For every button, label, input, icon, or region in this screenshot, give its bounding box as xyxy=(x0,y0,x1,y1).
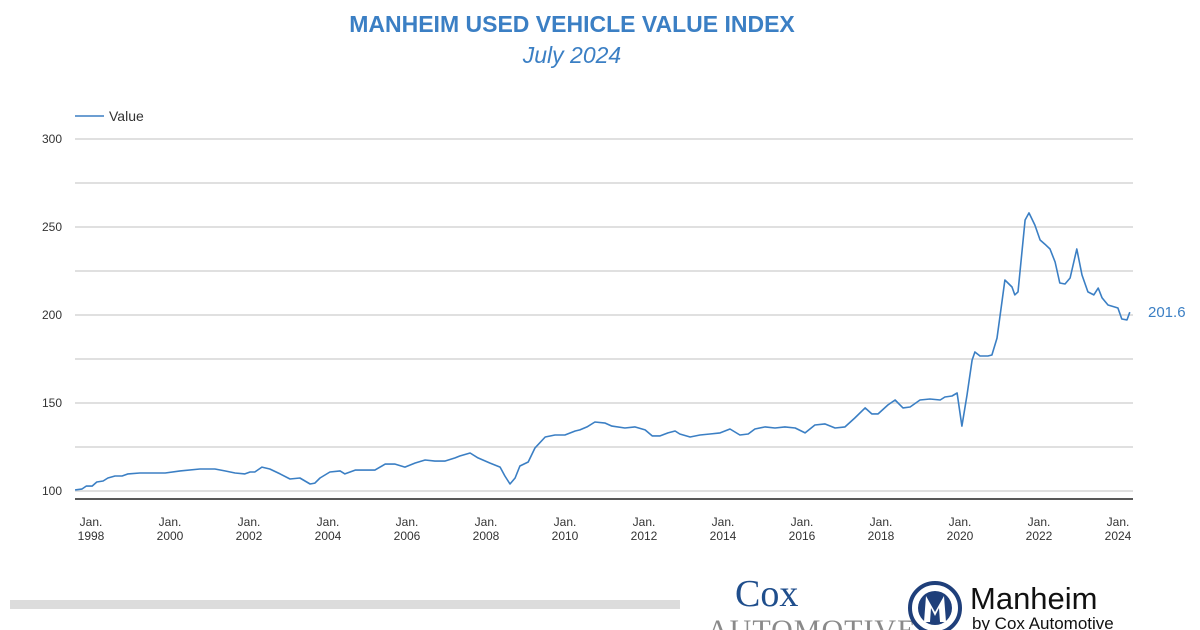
x-tick-label-year: 2008 xyxy=(473,529,500,543)
legend-label: Value xyxy=(109,108,144,124)
manheim-m-icon xyxy=(924,596,946,622)
x-axis-ticks: Jan.1998Jan.2000Jan.2002Jan.2004Jan.2006… xyxy=(78,515,1132,543)
cox-automotive-logo: Cox AUTOMOTIVE xyxy=(707,573,916,630)
series-line-value xyxy=(75,212,1131,491)
x-tick-label-year: 2020 xyxy=(947,529,974,543)
x-tick-label-month: Jan. xyxy=(633,515,656,529)
x-tick-label-month: Jan. xyxy=(396,515,419,529)
x-tick-label-month: Jan. xyxy=(1107,515,1130,529)
cox-logo-subtext: AUTOMOTIVE xyxy=(707,614,916,630)
x-tick-label-month: Jan. xyxy=(791,515,814,529)
x-tick-label-month: Jan. xyxy=(870,515,893,529)
x-tick-label-month: Jan. xyxy=(554,515,577,529)
chart-subtitle: July 2024 xyxy=(522,42,621,68)
x-tick-label-year: 2022 xyxy=(1026,529,1053,543)
x-tick-label-year: 2018 xyxy=(868,529,895,543)
manheim-logo: Manheim by Cox Automotive xyxy=(908,581,1114,630)
manheim-inner-icon xyxy=(918,591,952,625)
x-tick-label-year: 2024 xyxy=(1105,529,1132,543)
x-tick-label-month: Jan. xyxy=(712,515,735,529)
x-tick-label-year: 2014 xyxy=(710,529,737,543)
manheim-tagline: by Cox Automotive xyxy=(972,614,1114,630)
gridlines xyxy=(75,138,1133,492)
end-value-label: 201.6 xyxy=(1148,304,1186,321)
y-tick-label: 100 xyxy=(42,484,62,498)
footer-bar xyxy=(10,600,680,609)
x-tick-label-month: Jan. xyxy=(475,515,498,529)
x-tick-label-month: Jan. xyxy=(159,515,182,529)
x-tick-label-month: Jan. xyxy=(238,515,261,529)
y-axis-ticks: 100 150 200 250 300 xyxy=(42,132,62,498)
x-tick-label-year: 2016 xyxy=(789,529,816,543)
y-tick-label: 200 xyxy=(42,308,62,322)
x-tick-label-year: 2004 xyxy=(315,529,342,543)
x-tick-label-month: Jan. xyxy=(949,515,972,529)
x-tick-label-year: 1998 xyxy=(78,529,105,543)
cox-logo-text: Cox xyxy=(735,573,798,615)
y-tick-label: 250 xyxy=(42,220,62,234)
y-tick-label: 150 xyxy=(42,396,62,410)
x-tick-label-month: Jan. xyxy=(1028,515,1051,529)
x-tick-label-year: 2010 xyxy=(552,529,579,543)
y-tick-label: 300 xyxy=(42,132,62,146)
x-tick-label-year: 2000 xyxy=(157,529,184,543)
x-tick-label-year: 2012 xyxy=(631,529,658,543)
manheim-logo-text: Manheim xyxy=(970,581,1098,616)
x-tick-label-month: Jan. xyxy=(80,515,103,529)
x-tick-label-month: Jan. xyxy=(317,515,340,529)
x-tick-label-year: 2002 xyxy=(236,529,263,543)
chart-title: MANHEIM USED VEHICLE VALUE INDEX xyxy=(349,11,795,37)
x-tick-label-year: 2006 xyxy=(394,529,421,543)
legend: Value xyxy=(75,108,144,124)
